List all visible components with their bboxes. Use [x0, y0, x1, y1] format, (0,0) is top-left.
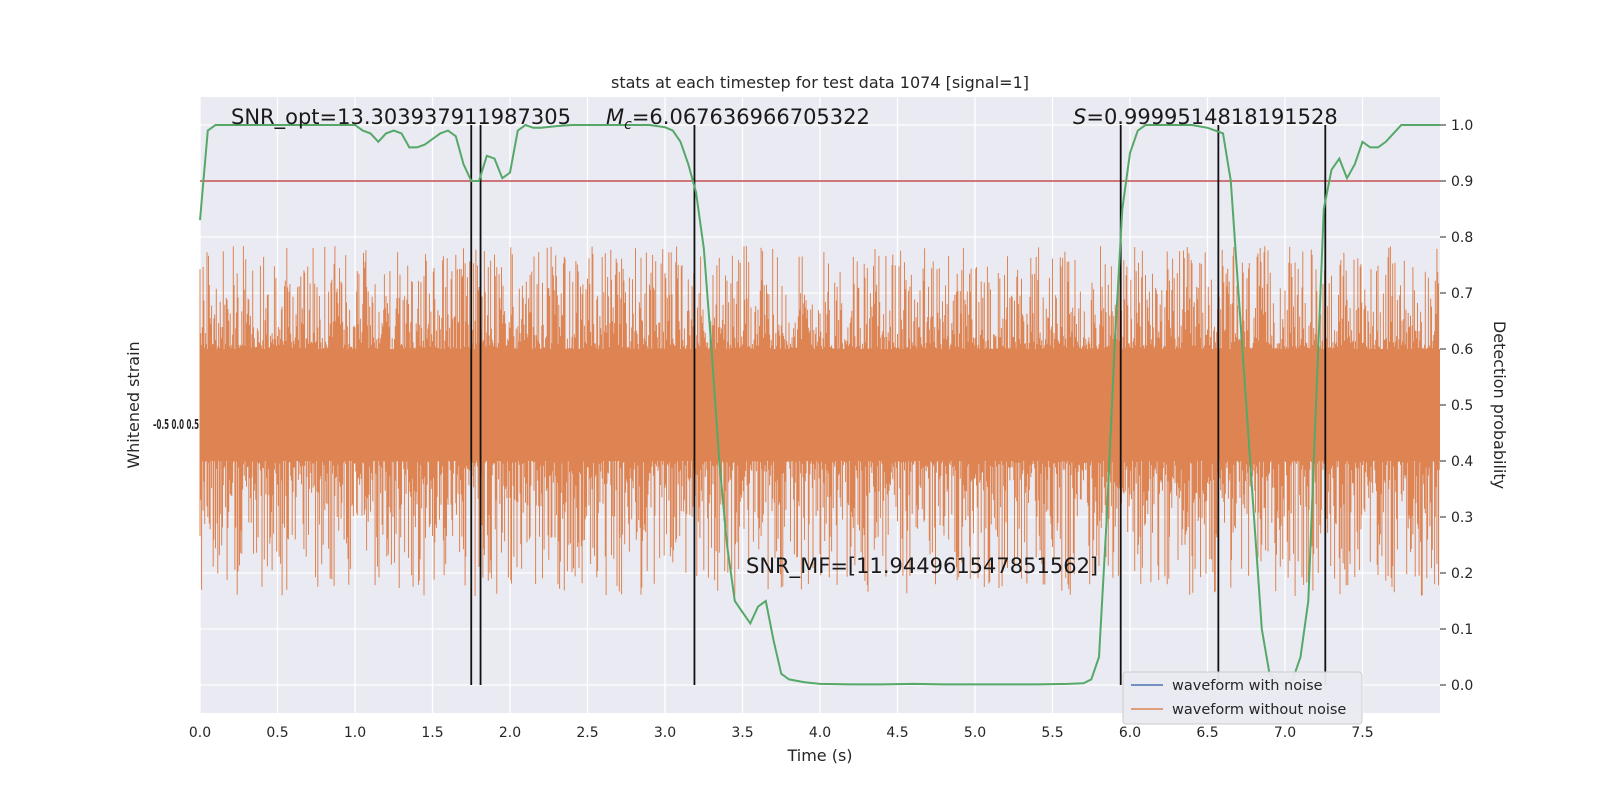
snr-mf-annotation: SNR_MF=[11.944961547851562]: [746, 554, 1098, 579]
vertical-markers: [470, 125, 1327, 685]
legend: waveform with noise waveform without noi…: [1122, 671, 1363, 725]
y-tick-label: 0.2: [1451, 566, 1473, 582]
chirp-mass-symbol: M: [606, 105, 624, 129]
chirp-mass-subscript: c: [624, 117, 632, 133]
y-tick-label: 0.8: [1451, 230, 1473, 246]
x-axis-label: Time (s): [786, 746, 852, 765]
y-right-axis-ticks: 0.0 0.1 0.2 0.3 0.4 0.5 0.6 0.7 0.8 0.9 1.0: [1440, 118, 1473, 694]
chart-title: stats at each timestep for test data 107…: [611, 73, 1029, 92]
x-tick-label: 6.0: [1119, 725, 1141, 741]
x-tick-label: 2.0: [499, 725, 521, 741]
s-value: =0.9999514818191528: [1086, 105, 1337, 129]
s-annotation: S=0.9999514818191528: [1073, 105, 1338, 129]
x-tick-label: 1.0: [344, 725, 366, 741]
y-tick-label: 0.0: [1451, 678, 1473, 694]
x-tick-label: 4.5: [886, 725, 908, 741]
y-tick-label: 0.9: [1451, 174, 1473, 190]
chirp-mass-annotation: Mc=6.067636966705322: [606, 105, 870, 133]
x-tick-label: 7.0: [1274, 725, 1296, 741]
y-left-axis-label: Whitened strain: [124, 341, 143, 468]
x-axis-ticks: 0.0 0.5 1.0 1.5 2.0 2.5 3.0 3.5 4.0 4.5 5.0 5.5 6.0 6…: [189, 725, 1374, 741]
x-tick-label: 3.5: [731, 725, 753, 741]
x-tick-label: 5.0: [964, 725, 986, 741]
y-tick-label: 0.5: [1451, 398, 1473, 414]
waveform-spikes: [199, 246, 1440, 596]
x-tick-label: 7.5: [1351, 725, 1373, 741]
y-tick-label: 0.1: [1451, 622, 1473, 638]
snr-opt-annotation: SNR_opt=13.303937911987305: [231, 105, 571, 130]
y-tick-label: 0.7: [1451, 286, 1473, 302]
waveform-without-noise-series: [199, 246, 1440, 596]
chirp-mass-value: =6.067636966705322: [632, 105, 870, 129]
x-tick-label: 3.0: [654, 725, 676, 741]
y-tick-label: 1.0: [1451, 118, 1473, 134]
s-symbol: S: [1073, 105, 1086, 129]
y-tick-label: 0.4: [1451, 454, 1473, 470]
x-tick-label: 0.5: [266, 725, 288, 741]
x-tick-label: 5.5: [1041, 725, 1063, 741]
y-right-axis-label: Detection probability: [1490, 321, 1509, 489]
y-tick-label: 0.6: [1451, 342, 1473, 358]
y-tick-label: 0.3: [1451, 510, 1473, 526]
x-tick-label: 4.0: [809, 725, 831, 741]
legend-label-with-noise: waveform with noise: [1172, 678, 1323, 694]
legend-label-without-noise: waveform without noise: [1172, 702, 1346, 718]
x-tick-label: 2.5: [576, 725, 598, 741]
x-tick-label: 1.5: [421, 725, 443, 741]
x-tick-label: 6.5: [1196, 725, 1218, 741]
x-tick-label: 0.0: [189, 725, 211, 741]
left-axis-tick-clutter: –0.5 0.0 0.5: [153, 418, 199, 433]
